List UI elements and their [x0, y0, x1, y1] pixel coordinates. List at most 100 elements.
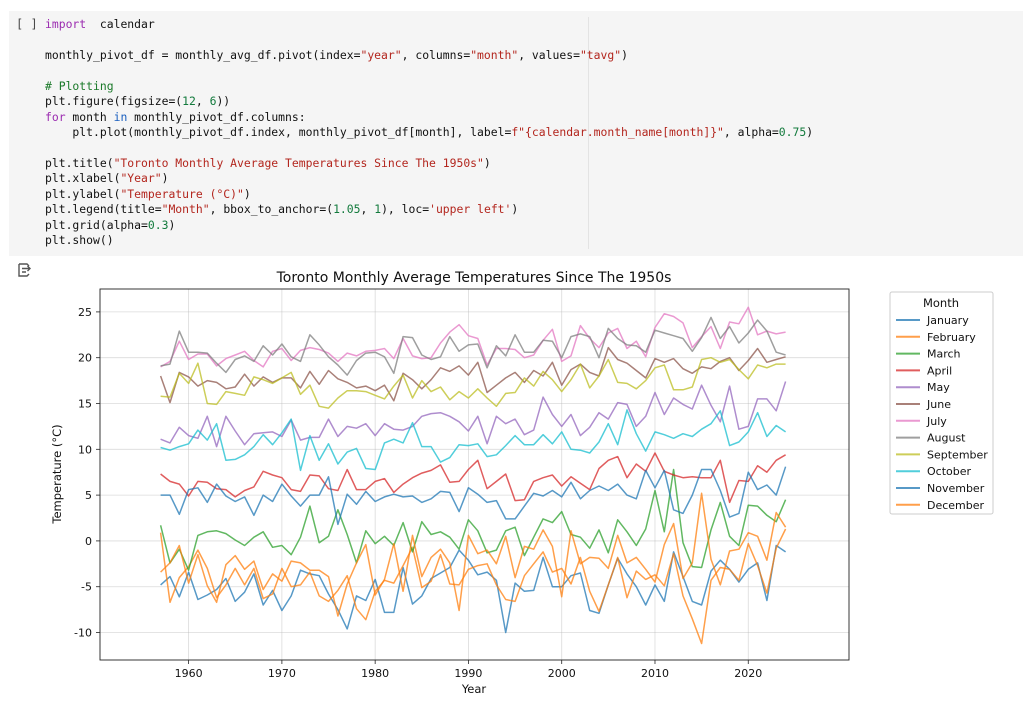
code-token: ) — [243, 186, 251, 201]
code-editor[interactable]: import calendar monthly_pivot_df = month… — [45, 17, 813, 249]
series-line-september — [160, 356, 786, 409]
series-line-april — [160, 452, 786, 504]
code-line[interactable] — [45, 32, 813, 47]
code-token: "Toronto Monthly Average Temperatures Si… — [113, 155, 484, 170]
legend-label-may: May — [927, 381, 950, 394]
x-tick-label: 1960 — [175, 667, 203, 680]
output-toggle-icon[interactable] — [16, 261, 34, 279]
series-line-march — [159, 468, 787, 571]
code-line[interactable]: import calendar — [45, 17, 813, 32]
y-tick-label: -5 — [81, 581, 92, 594]
code-token: import — [45, 17, 87, 31]
code-token: in — [113, 109, 128, 124]
x-tick-label: 2000 — [548, 667, 576, 680]
code-line[interactable]: plt.plot(monthly_pivot_df.index, monthly… — [45, 125, 813, 140]
legend-label-october: October — [927, 465, 971, 478]
code-token: , columns= — [401, 47, 471, 62]
code-token: 0.75 — [778, 125, 807, 140]
code-line[interactable]: plt.xlabel("Year") — [45, 171, 813, 186]
series-layer — [159, 306, 787, 645]
legend-label-march: March — [927, 348, 961, 361]
code-token: 6 — [209, 94, 217, 109]
y-axis-label: Temperature (°C) — [50, 424, 64, 524]
code-token: plt.show() — [45, 233, 114, 248]
code-token: "tavg" — [579, 47, 622, 62]
code-line[interactable]: plt.show() — [45, 233, 813, 248]
y-tick-label: 20 — [78, 352, 92, 365]
legend-label-april: April — [927, 364, 952, 377]
code-token: "Temperature (°C)" — [120, 186, 244, 201]
code-token: "Year" — [120, 171, 162, 186]
code-token: plt.xlabel( — [45, 171, 121, 186]
code-line[interactable]: plt.grid(alpha=0.3) — [45, 218, 813, 233]
y-tick-label: 15 — [78, 398, 92, 411]
code-token: month — [65, 109, 114, 124]
code-token: monthly_pivot_df.columns: — [127, 109, 306, 124]
x-tick-label: 1970 — [268, 667, 296, 680]
legend-label-june: June — [926, 398, 951, 411]
code-token: 1 — [374, 202, 382, 217]
code-token: , — [195, 94, 210, 109]
code-token: f"{calendar.month_name[month]}" — [511, 125, 724, 140]
code-token: for — [45, 109, 66, 124]
y-tick-label: 0 — [85, 535, 92, 548]
code-token: , alpha= — [723, 125, 779, 140]
code-token: ), loc= — [381, 202, 430, 217]
legend-label-december: December — [927, 499, 985, 512]
code-line[interactable]: for month in monthly_pivot_df.columns: — [45, 110, 813, 125]
legend-title: Month — [923, 296, 959, 310]
series-line-may — [160, 381, 787, 448]
column-ruler — [588, 17, 589, 249]
code-token: , values= — [518, 47, 580, 62]
code-line[interactable]: monthly_pivot_df = monthly_avg_df.pivot(… — [45, 48, 813, 63]
series-line-december — [160, 492, 787, 617]
series-line-november — [160, 466, 787, 526]
series-line-february — [159, 528, 787, 645]
x-tick-label: 1990 — [454, 667, 482, 680]
x-tick-label: 2020 — [734, 667, 762, 680]
code-token: plt.legend(title= — [45, 202, 162, 217]
code-token: ) — [511, 202, 519, 217]
series-line-july — [160, 306, 786, 368]
x-tick-label: 2010 — [641, 667, 669, 680]
chart-title: Toronto Monthly Average Temperatures Sin… — [276, 270, 672, 286]
code-token: "Month" — [161, 202, 210, 217]
code-cell[interactable] — [9, 11, 1023, 256]
code-token: 12 — [182, 94, 196, 109]
legend-label-january: January — [926, 314, 969, 327]
code-token: ) — [161, 171, 169, 186]
x-axis-label: Year — [461, 682, 487, 696]
code-line[interactable]: plt.figure(figsize=(12, 6)) — [45, 94, 813, 109]
code-line[interactable] — [45, 141, 813, 156]
code-token: ) — [168, 217, 176, 232]
x-tick-label: 1980 — [361, 667, 389, 680]
series-line-june — [159, 346, 786, 404]
code-token: ) — [806, 125, 814, 140]
code-token: , — [360, 202, 375, 217]
code-line[interactable]: # Plotting — [45, 79, 813, 94]
code-token: plt.grid(alpha= — [45, 217, 148, 232]
code-token: calendar — [86, 17, 155, 31]
legend-label-september: September — [927, 448, 988, 461]
legend-frame — [889, 291, 994, 515]
code-token: 'upper left' — [429, 202, 512, 217]
code-token: # Plotting — [45, 78, 114, 93]
code-line[interactable]: plt.ylabel("Temperature (°C)") — [45, 187, 813, 202]
code-token: plt.ylabel( — [45, 186, 121, 201]
tick-layer: 1960 1970 1980 1990 2000 2010 2020 -10 -5 0 5 10 15 2… — [74, 306, 762, 680]
legend: Month January February March April May June Ju… — [889, 291, 994, 515]
legend-label-february: February — [927, 331, 976, 344]
cell-execution-prompt[interactable]: [ ] — [16, 17, 38, 31]
series-line-august — [160, 316, 786, 376]
legend-label-november: November — [927, 482, 985, 495]
y-tick-label: -10 — [74, 627, 92, 640]
code-token: "year" — [360, 47, 402, 62]
legend-label-july: July — [926, 415, 947, 428]
code-line[interactable] — [45, 63, 813, 78]
code-line[interactable]: plt.legend(title="Month", bbox_to_anchor… — [45, 202, 813, 217]
plot-frame — [99, 288, 850, 661]
code-line[interactable]: plt.title("Toronto Monthly Average Tempe… — [45, 156, 813, 171]
code-token: , bbox_to_anchor=( — [209, 202, 334, 217]
code-token: 0.3 — [147, 217, 169, 232]
series-line-october — [160, 409, 787, 472]
